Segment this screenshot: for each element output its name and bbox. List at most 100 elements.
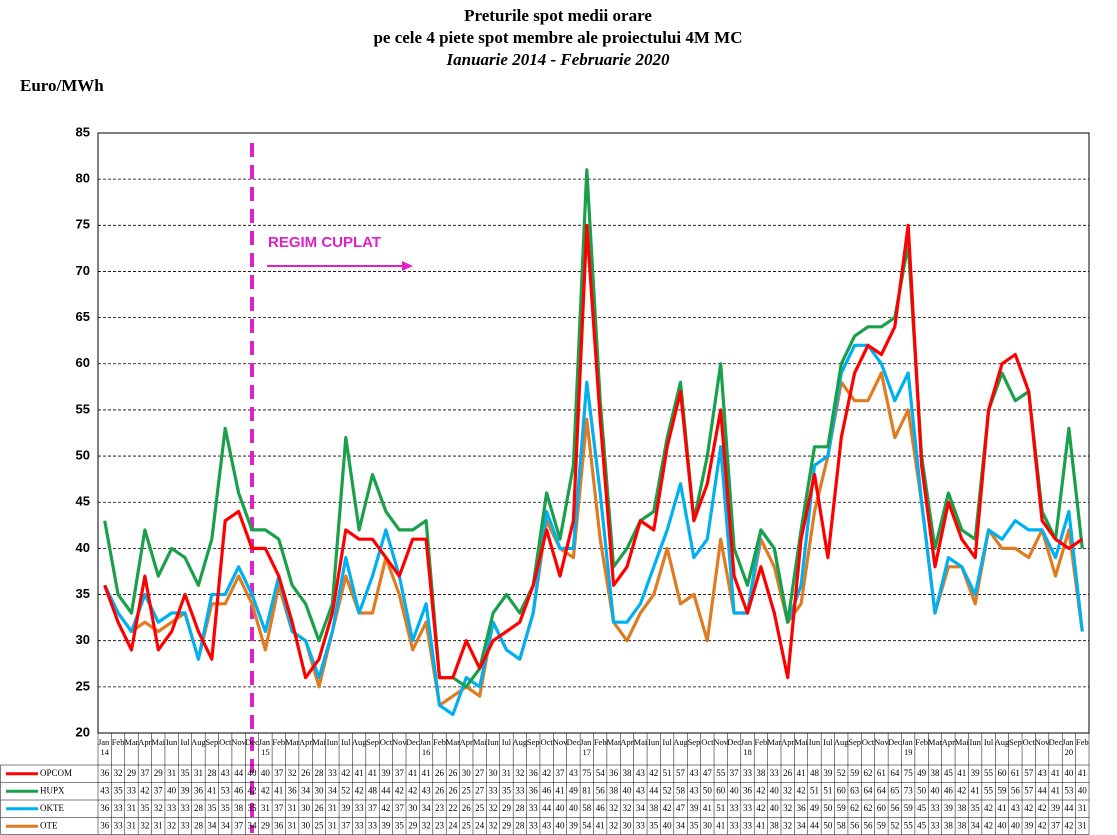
x-tick-label: Aug xyxy=(352,737,367,747)
table-cell: 32 xyxy=(140,820,149,830)
x-tick-label: Aug xyxy=(995,737,1010,747)
table-cell: 55 xyxy=(984,785,994,795)
y-tick-label: 70 xyxy=(76,263,90,278)
table-cell: 44 xyxy=(1064,803,1074,813)
table-cell: 43 xyxy=(569,768,579,778)
y-axis-label: Euro/MWh xyxy=(20,76,104,95)
x-tick-label: Sep xyxy=(527,737,540,747)
table-cell: 37 xyxy=(154,785,164,795)
table-cell: 41 xyxy=(703,803,712,813)
x-tick-label: Jan 16 xyxy=(419,737,432,757)
table-cell: 34 xyxy=(422,803,432,813)
table-cell: 41 xyxy=(971,785,980,795)
table-cell: 59 xyxy=(850,768,860,778)
table-cell: 34 xyxy=(301,785,311,795)
table-cell: 54 xyxy=(596,768,606,778)
table-cell: 38 xyxy=(944,820,954,830)
table-cell: 55 xyxy=(984,768,994,778)
x-tick-label: Mai xyxy=(473,737,487,747)
table-cell: 23 xyxy=(435,803,445,813)
table-cell: 33 xyxy=(930,803,940,813)
table-cell: 25 xyxy=(475,803,485,813)
x-tick-label: Oct xyxy=(540,737,553,747)
table-cell: 39 xyxy=(181,785,191,795)
table-cell: 64 xyxy=(864,785,874,795)
table-cell: 29 xyxy=(261,820,271,830)
table-cell: 56 xyxy=(1011,785,1021,795)
x-tick-label: Iun xyxy=(969,737,981,747)
table-cell: 40 xyxy=(663,820,673,830)
table-cell: 30 xyxy=(622,820,632,830)
table-cell: 59 xyxy=(904,803,914,813)
table-cell: 42 xyxy=(984,803,993,813)
x-tick-label: Feb xyxy=(112,737,125,747)
x-tick-label: Jan 17 xyxy=(580,737,593,757)
table-cell: 60 xyxy=(837,785,847,795)
table-cell: 27 xyxy=(475,785,485,795)
table-cell: 33 xyxy=(181,820,191,830)
x-tick-label: Dec xyxy=(1049,737,1063,747)
x-tick-label: Oct xyxy=(862,737,875,747)
table-cell: 33 xyxy=(743,820,753,830)
table-cell: 35 xyxy=(181,768,191,778)
x-tick-label: Mar xyxy=(124,737,138,747)
table-cell: 41 xyxy=(756,820,765,830)
table-cell: 37 xyxy=(395,768,405,778)
y-tick-label: 85 xyxy=(76,124,90,139)
table-cell: 44 xyxy=(649,785,659,795)
table-cell: 44 xyxy=(1038,785,1048,795)
table-cell: 42 xyxy=(355,785,364,795)
x-tick-label: Oct xyxy=(701,737,714,747)
table-cell: 35 xyxy=(140,803,150,813)
table-cell: 42 xyxy=(957,785,966,795)
table-cell: 35 xyxy=(248,803,258,813)
x-tick-label: Mar xyxy=(928,737,942,747)
table-cell: 42 xyxy=(663,803,672,813)
table-cell: 41 xyxy=(716,820,725,830)
x-tick-label: Mar xyxy=(446,737,460,747)
table-cell: 50 xyxy=(917,785,927,795)
table-cell: 49 xyxy=(917,768,927,778)
table-cell: 56 xyxy=(864,820,874,830)
table-cell: 43 xyxy=(542,820,552,830)
table-cell: 43 xyxy=(636,768,646,778)
table-cell: 30 xyxy=(462,768,472,778)
table-cell: 31 xyxy=(1078,803,1087,813)
table-cell: 28 xyxy=(515,820,525,830)
table-cell: 52 xyxy=(890,820,899,830)
table-cell: 37 xyxy=(395,803,405,813)
table-cell: 32 xyxy=(783,803,792,813)
table-cell: 39 xyxy=(689,803,699,813)
table-cell: 26 xyxy=(448,768,458,778)
table-cell: 35 xyxy=(395,820,405,830)
table-cell: 57 xyxy=(1024,785,1034,795)
table-cell: 75 xyxy=(904,768,914,778)
table-cell: 22 xyxy=(448,803,457,813)
y-tick-label: 45 xyxy=(76,494,90,509)
x-tick-label: Iun xyxy=(648,737,660,747)
table-cell: 59 xyxy=(997,785,1007,795)
table-cell: 38 xyxy=(957,803,967,813)
table-cell: 33 xyxy=(930,820,940,830)
table-cell: 38 xyxy=(234,803,244,813)
table-cell: 39 xyxy=(971,768,981,778)
table-cell: 52 xyxy=(663,785,672,795)
x-tick-label: Mai xyxy=(955,737,969,747)
table-cell: 43 xyxy=(636,785,646,795)
x-tick-label: Apr xyxy=(138,737,151,747)
table-cell: 33 xyxy=(636,820,646,830)
x-tick-label: Sep xyxy=(688,737,701,747)
table-cell: 42 xyxy=(797,785,806,795)
y-tick-label: 30 xyxy=(76,632,90,647)
table-cell: 35 xyxy=(971,803,981,813)
table-cell: 40 xyxy=(930,785,940,795)
x-tick-label: Iul xyxy=(180,737,190,747)
x-tick-label: Nov xyxy=(392,737,407,747)
x-tick-label: Dec xyxy=(727,737,741,747)
table-cell: 55 xyxy=(716,768,726,778)
x-tick-label: Apr xyxy=(460,737,473,747)
table-cell: 34 xyxy=(248,820,258,830)
table-cell: 41 xyxy=(207,785,216,795)
table-cell: 40 xyxy=(167,785,177,795)
